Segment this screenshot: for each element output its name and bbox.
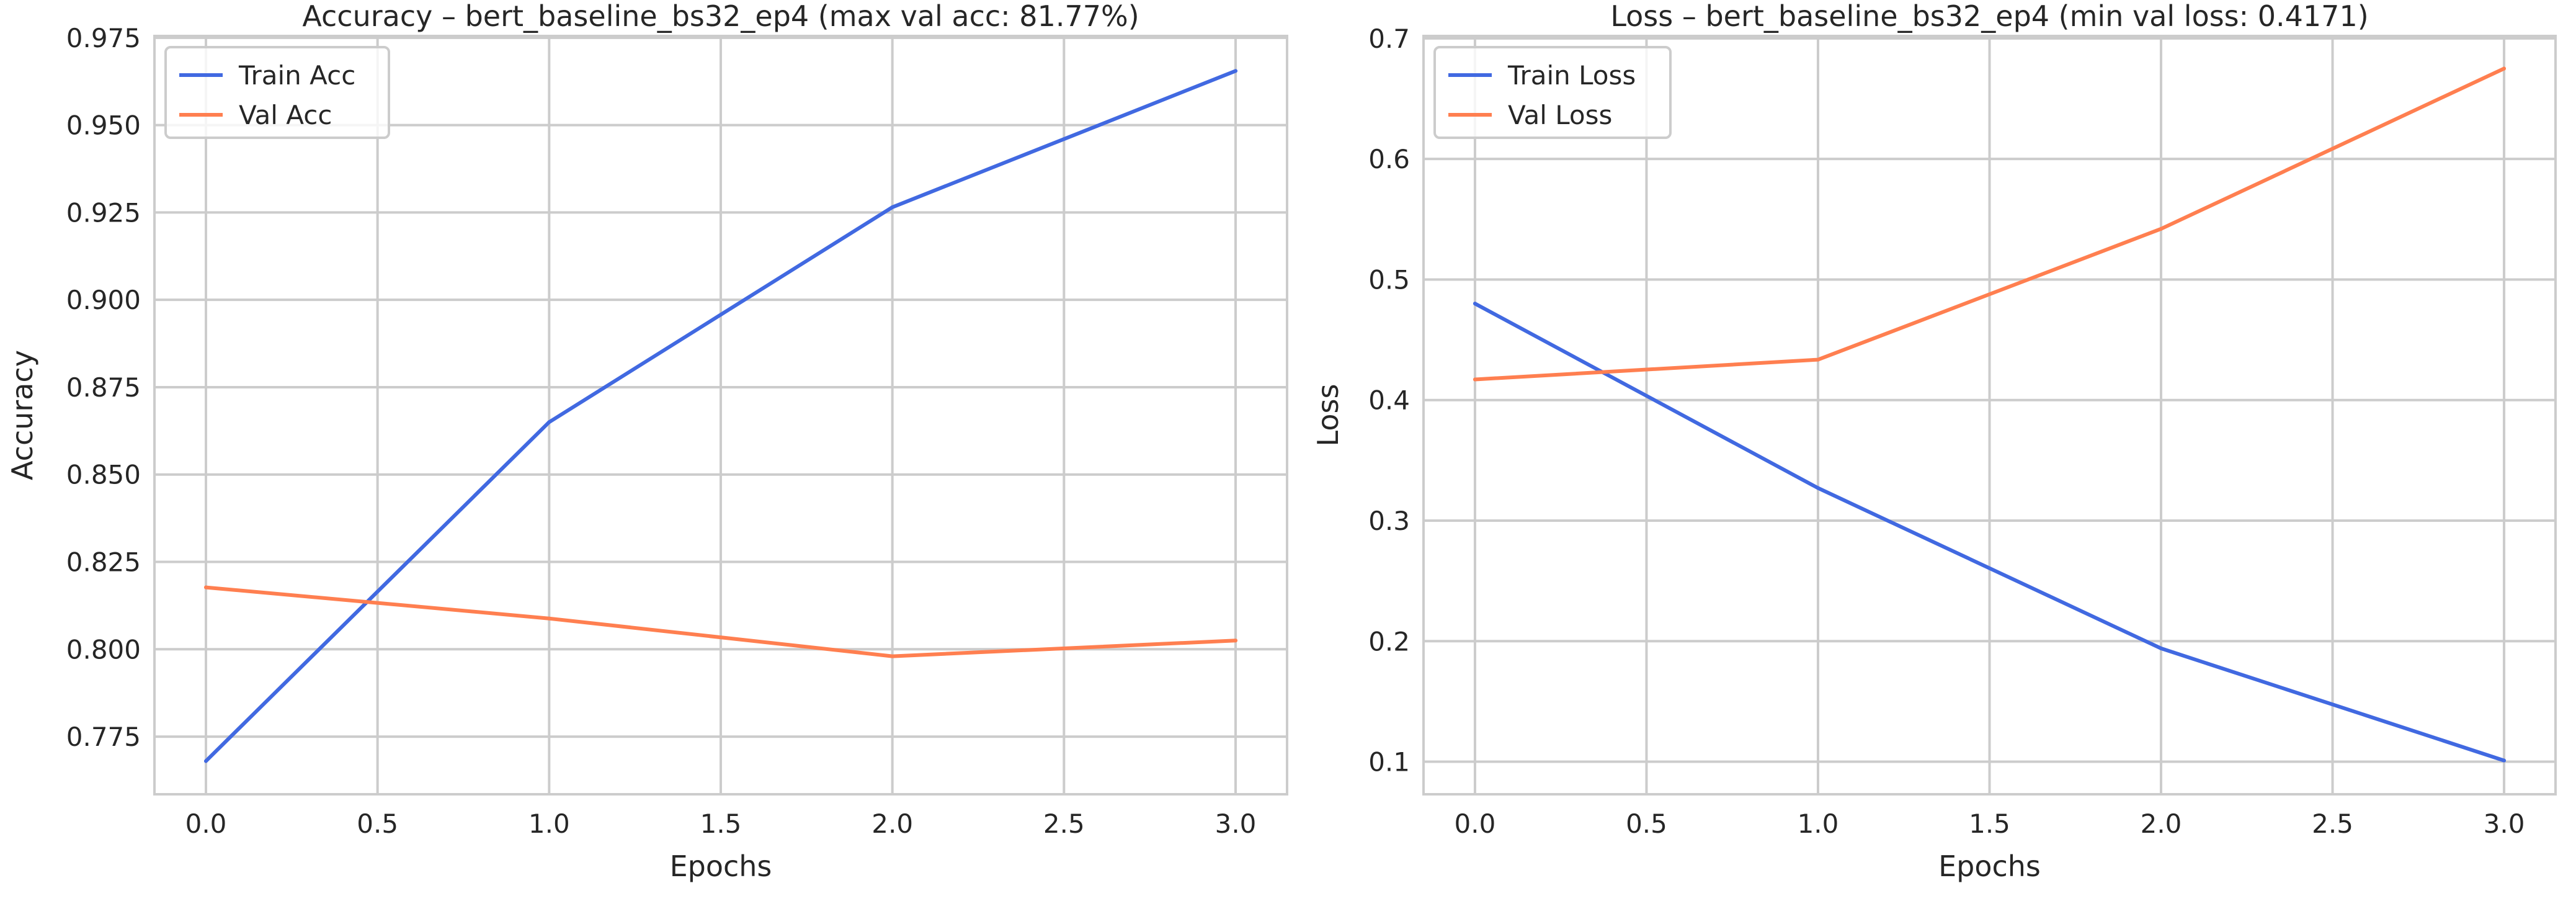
data-point-val-loss bbox=[1816, 357, 1820, 362]
x-tick-label: 2.0 bbox=[871, 809, 913, 839]
x-tick-label: 3.0 bbox=[1215, 809, 1257, 839]
data-point-train-acc bbox=[204, 759, 208, 763]
y-axis-title: Accuracy bbox=[6, 350, 39, 480]
y-tick-label: 0.2 bbox=[1368, 626, 1410, 657]
legend-label: Val Loss bbox=[1508, 100, 1612, 130]
x-tick-label: 0.5 bbox=[357, 809, 398, 839]
y-tick-label: 0.1 bbox=[1368, 747, 1410, 778]
x-tick-label: 1.0 bbox=[1798, 809, 1839, 839]
data-point-train-loss bbox=[2502, 758, 2507, 763]
y-tick-label: 0.5 bbox=[1368, 264, 1410, 295]
data-point-train-acc bbox=[890, 205, 894, 209]
x-tick-label: 2.0 bbox=[2141, 809, 2182, 839]
y-axis-title: Loss bbox=[1311, 384, 1345, 447]
chart-panel-1: 0.0 0.5 1.0 1.5 2.0 2.5 3.0 0.775 0.800 0.825 0.85… bbox=[6, 0, 1288, 883]
series-line-train-loss bbox=[1473, 302, 2506, 763]
data-point-val-acc bbox=[547, 616, 551, 621]
data-point-train-loss bbox=[1473, 302, 1477, 306]
x-tick-label: 3.0 bbox=[2484, 809, 2525, 839]
data-point-val-loss bbox=[2502, 66, 2507, 71]
x-tick-label: 2.5 bbox=[1043, 809, 1085, 839]
chart-panel-2: 0.0 0.5 1.0 1.5 2.0 2.5 3.0 0.1 0.2 0.3 0.4 0.5 0.6 0… bbox=[1311, 0, 2557, 883]
legend: Train Loss Val Loss bbox=[1433, 46, 1672, 139]
y-tick-label: 0.775 bbox=[66, 722, 141, 752]
chart-title: Loss – bert_baseline_bs32_ep4 (min val l… bbox=[1610, 0, 2368, 33]
legend-label: Val Acc bbox=[239, 100, 332, 130]
x-tick-label: 1.5 bbox=[1969, 809, 2010, 839]
series-line-val-acc bbox=[204, 585, 1237, 658]
y-tick-label: 0.3 bbox=[1368, 506, 1410, 536]
data-point-train-loss bbox=[2159, 646, 2164, 650]
data-point-val-acc bbox=[890, 654, 894, 658]
y-tick-label: 0.850 bbox=[66, 460, 141, 490]
x-tick-label: 1.0 bbox=[528, 809, 570, 839]
data-point-val-loss bbox=[2159, 226, 2164, 231]
x-tick-label: 1.5 bbox=[700, 809, 742, 839]
legend-label: Train Acc bbox=[238, 60, 355, 91]
legend-label: Train Loss bbox=[1507, 60, 1636, 91]
y-tick-label: 0.800 bbox=[66, 634, 141, 665]
y-tick-label: 0.975 bbox=[66, 23, 141, 53]
series-line-train-acc bbox=[204, 69, 1237, 763]
y-tick-label: 0.875 bbox=[66, 372, 141, 403]
y-tick-label: 0.825 bbox=[66, 547, 141, 578]
y-tick-label: 0.4 bbox=[1368, 385, 1410, 416]
x-tick-label: 0.0 bbox=[1455, 809, 1496, 839]
x-tick-label: 2.5 bbox=[2312, 809, 2353, 839]
data-point-val-loss bbox=[1473, 377, 1477, 382]
data-point-train-loss bbox=[1816, 486, 1820, 490]
x-tick-label: 0.0 bbox=[185, 809, 227, 839]
data-point-train-acc bbox=[547, 420, 551, 424]
x-axis-title: Epochs bbox=[670, 849, 772, 883]
data-point-train-acc bbox=[1234, 69, 1237, 73]
y-tick-label: 0.950 bbox=[66, 110, 141, 141]
data-point-val-acc bbox=[204, 585, 208, 589]
x-axis-title: Epochs bbox=[1938, 849, 2041, 883]
data-point-val-acc bbox=[1234, 639, 1237, 643]
series-line-val-loss bbox=[1473, 66, 2506, 382]
legend: Train Acc Val Acc bbox=[164, 46, 390, 139]
y-tick-label: 0.6 bbox=[1368, 144, 1410, 174]
y-tick-label: 0.925 bbox=[66, 197, 141, 228]
y-tick-label: 0.900 bbox=[66, 285, 141, 315]
legend-box bbox=[1433, 46, 1672, 139]
y-tick-label: 0.7 bbox=[1368, 24, 1410, 54]
chart-title: Accuracy – bert_baseline_bs32_ep4 (max v… bbox=[302, 0, 1139, 33]
x-tick-label: 0.5 bbox=[1626, 809, 1667, 839]
